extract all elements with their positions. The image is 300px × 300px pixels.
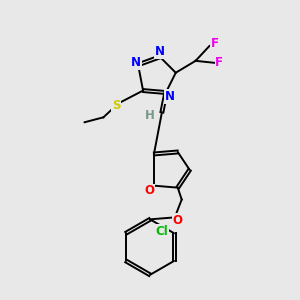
Text: F: F [215, 56, 223, 69]
Text: N: N [131, 56, 141, 69]
Text: N: N [165, 90, 175, 103]
Text: S: S [112, 99, 121, 112]
Text: Cl: Cl [156, 225, 169, 238]
Text: O: O [144, 184, 154, 197]
Text: F: F [210, 38, 218, 50]
Text: N: N [155, 45, 165, 58]
Text: H: H [145, 109, 155, 122]
Text: O: O [173, 214, 183, 227]
